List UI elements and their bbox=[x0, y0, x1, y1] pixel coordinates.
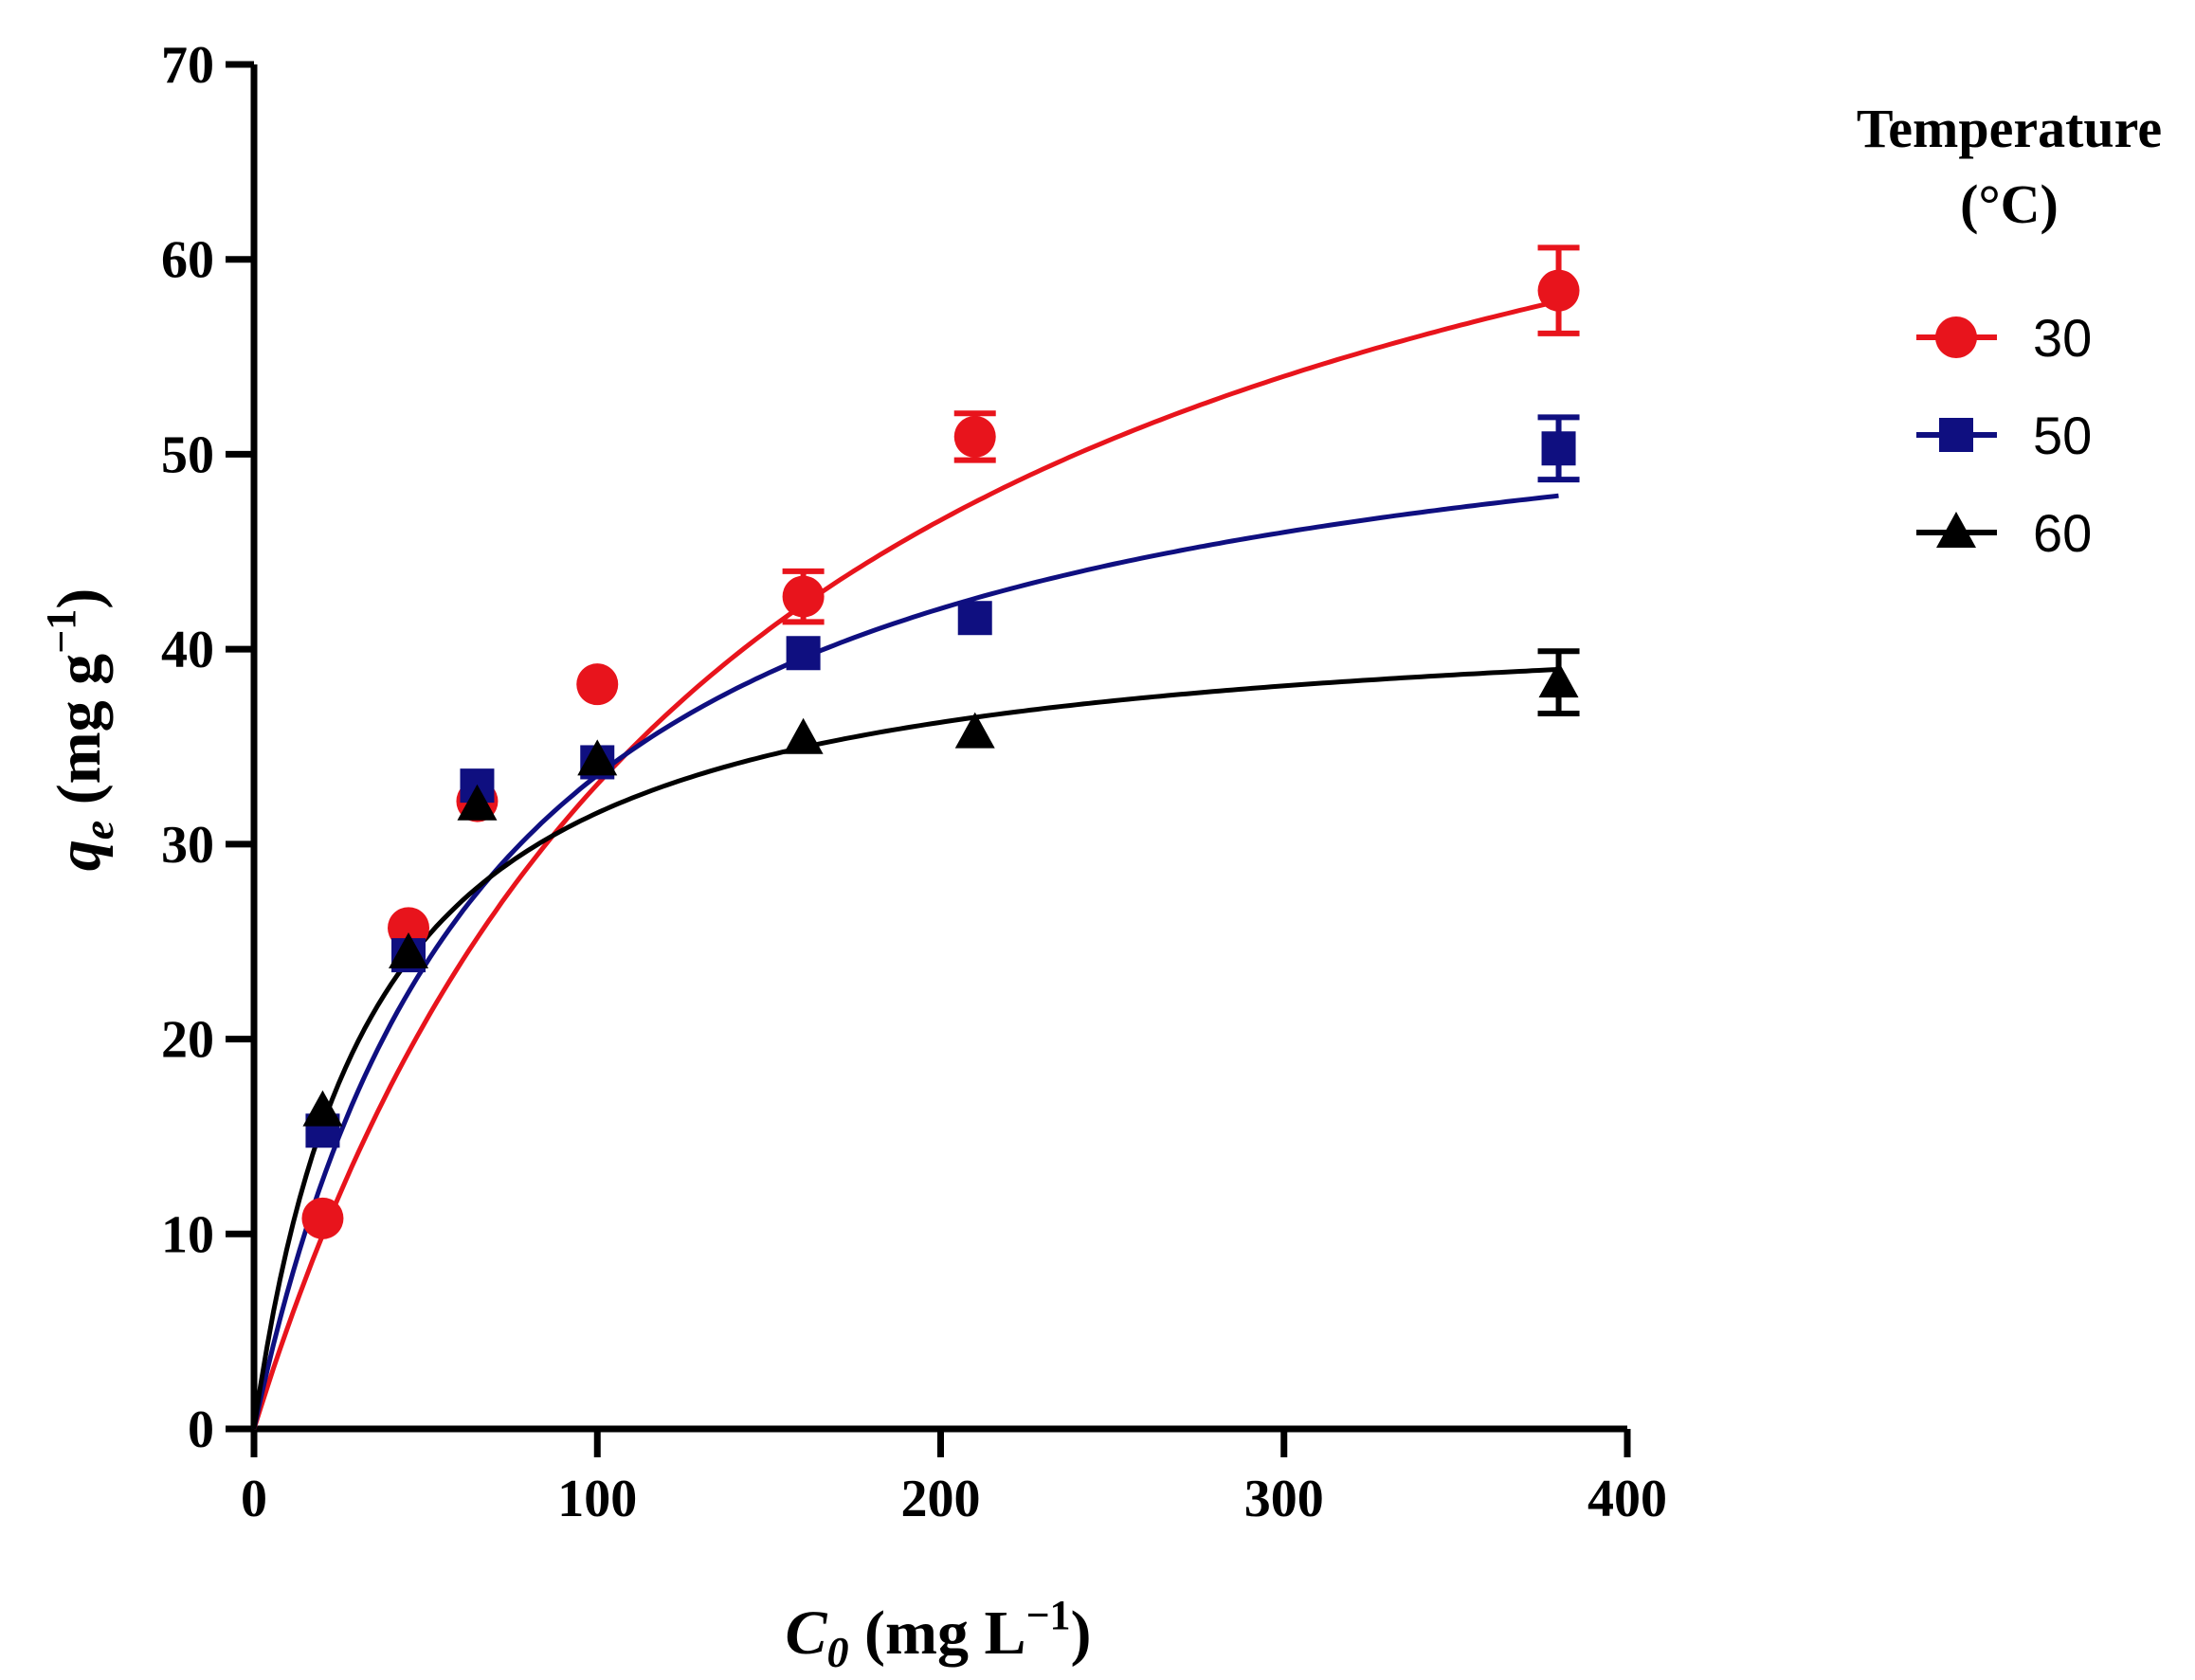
fit-curve-50 bbox=[251, 493, 1559, 1430]
data-point-50 bbox=[957, 601, 992, 636]
legend-title-line1: Temperature bbox=[1857, 98, 2162, 159]
y-tick-label: 70 bbox=[161, 36, 214, 95]
y-tick-label: 0 bbox=[188, 1400, 214, 1459]
data-point-60 bbox=[1538, 661, 1579, 698]
data-point-60 bbox=[577, 739, 618, 776]
x-tick-label: 100 bbox=[557, 1470, 637, 1528]
y-tick-label: 20 bbox=[161, 1011, 214, 1070]
y-tick-label: 10 bbox=[161, 1205, 214, 1264]
error-bars bbox=[782, 244, 1580, 717]
data-point-60 bbox=[783, 717, 824, 754]
legend-title-line2: (°C) bbox=[1960, 173, 2059, 235]
x-tick-label: 400 bbox=[1587, 1470, 1667, 1528]
legend-label-60: 60 bbox=[2033, 503, 2092, 563]
data-point-60 bbox=[954, 712, 995, 749]
legend-marker-30 bbox=[1935, 316, 1977, 358]
data-point-60 bbox=[457, 784, 498, 821]
fit-curves bbox=[251, 298, 1560, 1430]
y-tick-label: 30 bbox=[161, 816, 214, 875]
data-point-30 bbox=[782, 575, 825, 618]
fit-curve-30 bbox=[251, 298, 1560, 1430]
fit-curve-60 bbox=[251, 667, 1559, 1430]
y-tick-label: 40 bbox=[161, 621, 214, 679]
data-point-30 bbox=[576, 663, 619, 706]
legend-marker-60 bbox=[1936, 512, 1976, 548]
data-point-60 bbox=[302, 1090, 343, 1127]
y-tick-label: 60 bbox=[161, 231, 214, 290]
axes: 0 10 20 30 40 50 60 70 0 100 200 300 400 bbox=[161, 36, 1667, 1528]
legend-label-50: 50 bbox=[2033, 406, 2092, 465]
y-tick-label: 50 bbox=[161, 425, 214, 484]
data-points bbox=[301, 269, 1580, 1239]
y-axis-title: qe (mg g−1) bbox=[38, 588, 122, 871]
legend-marker-50 bbox=[1939, 418, 1973, 452]
x-tick-label: 300 bbox=[1244, 1470, 1324, 1528]
legend-label-30: 30 bbox=[2033, 308, 2092, 368]
x-axis-title: C0 (mg L−1) bbox=[785, 1592, 1091, 1676]
data-point-60 bbox=[389, 932, 429, 969]
data-point-30 bbox=[301, 1197, 344, 1239]
data-point-30 bbox=[953, 415, 996, 458]
data-point-50 bbox=[786, 636, 821, 671]
data-point-30 bbox=[1537, 269, 1580, 312]
x-tick-label: 200 bbox=[901, 1470, 981, 1528]
x-tick-label: 0 bbox=[241, 1470, 267, 1528]
legend: Temperature (°C) 30 50 60 bbox=[1857, 98, 2162, 563]
data-point-50 bbox=[1541, 431, 1576, 466]
